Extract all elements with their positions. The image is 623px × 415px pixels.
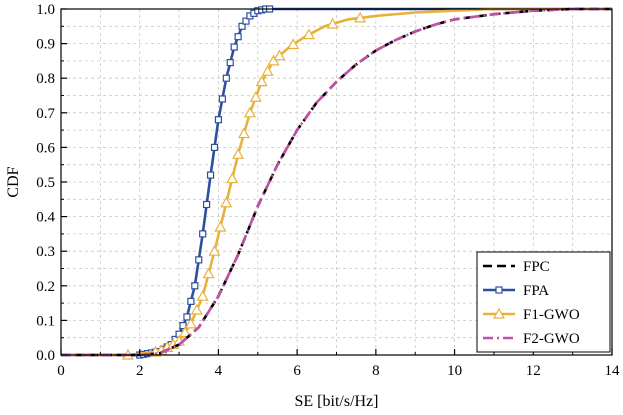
- series-fpc: [61, 7, 612, 357]
- x-tick-label: 0: [57, 363, 65, 379]
- square-marker: [203, 200, 211, 209]
- legend-label: F2-GWO: [523, 331, 580, 347]
- triangle-marker: [273, 49, 286, 61]
- y-tick-label: 0.3: [36, 244, 55, 260]
- triangle-marker: [249, 90, 262, 102]
- series-line-f2-gwo: [61, 7, 612, 357]
- legend: FPC FPA F1-GWO F2-GWO: [476, 251, 611, 353]
- legend-label: F1-GWO: [523, 307, 580, 323]
- y-tick-label: 0.8: [36, 71, 55, 87]
- triangle-marker: [196, 289, 209, 301]
- legend-entry-fpa: FPA: [483, 283, 549, 299]
- triangle-marker: [184, 317, 197, 329]
- x-axis-label: SE [bit/s/Hz]: [295, 393, 379, 410]
- legend-label: FPA: [523, 283, 549, 299]
- legend-entry-f2-gwo: F2-GWO: [483, 331, 580, 347]
- square-marker: [238, 22, 246, 30]
- x-tick-label: 4: [215, 363, 223, 379]
- x-tick-label: 14: [605, 363, 621, 379]
- legend-label: FPC: [523, 259, 550, 275]
- square-marker: [210, 143, 219, 151]
- triangle-marker: [178, 326, 191, 338]
- series-f1-gwo: [61, 7, 612, 360]
- series-f2-gwo: [61, 7, 612, 357]
- triangle-marker: [190, 303, 203, 315]
- series-group: [61, 5, 612, 360]
- triangle-marker: [232, 148, 245, 159]
- y-tick-label: 0.9: [36, 37, 55, 53]
- square-marker: [199, 230, 207, 238]
- triangle-marker: [208, 244, 221, 256]
- triangle-marker: [214, 220, 227, 232]
- square-marker: [183, 313, 191, 321]
- y-tick-label: 0.2: [36, 279, 55, 295]
- x-tick-label: 10: [447, 363, 462, 379]
- y-axis-label: CDF: [5, 166, 22, 197]
- triangle-marker: [202, 267, 215, 279]
- triangle-marker: [267, 54, 280, 66]
- square-marker: [218, 95, 226, 103]
- square-marker: [214, 116, 223, 124]
- square-marker: [495, 286, 503, 294]
- triangle-marker: [243, 106, 256, 118]
- square-marker: [242, 17, 250, 25]
- triangle-marker: [354, 11, 367, 23]
- legend-entry-fpc: FPC: [483, 259, 550, 275]
- legend-entry-f1-gwo: F1-GWO: [483, 307, 580, 323]
- square-marker: [234, 33, 242, 41]
- y-tick-label: 0.0: [36, 348, 55, 364]
- triangle-marker: [255, 75, 268, 87]
- triangle-marker: [326, 17, 339, 29]
- square-marker: [195, 256, 203, 264]
- legend-box: [476, 251, 611, 353]
- triangle-marker: [302, 28, 315, 40]
- triangle-marker: [226, 172, 239, 184]
- triangle-marker: [237, 127, 251, 139]
- triangle-marker: [220, 196, 233, 208]
- x-tick-label: 12: [526, 363, 541, 379]
- ticks: 0 2 4 6 8 10 12 14 0.0 0.1 0.2 0.3 0.4 0.5 0.6 0.7 0.8 0.…: [36, 2, 620, 379]
- square-marker: [222, 74, 230, 82]
- series-line-fpc: [61, 7, 612, 357]
- y-tick-label: 0.4: [36, 210, 55, 226]
- square-marker: [191, 282, 199, 290]
- square-marker: [206, 171, 215, 179]
- triangle-marker: [492, 307, 506, 319]
- triangle-marker: [261, 65, 274, 76]
- x-tick-label: 2: [136, 363, 144, 379]
- square-marker: [230, 43, 238, 51]
- y-tick-label: 0.5: [36, 175, 55, 191]
- square-marker: [226, 59, 234, 67]
- x-tick-label: 8: [372, 363, 380, 379]
- x-tick-label: 6: [293, 363, 301, 379]
- y-tick-label: 0.6: [36, 140, 55, 156]
- y-tick-label: 0.7: [36, 106, 55, 122]
- y-tick-label: 0.1: [36, 313, 55, 329]
- square-marker: [187, 297, 195, 305]
- y-tick-label: 1.0: [36, 2, 55, 18]
- triangle-marker: [287, 38, 300, 50]
- square-marker: [179, 321, 187, 330]
